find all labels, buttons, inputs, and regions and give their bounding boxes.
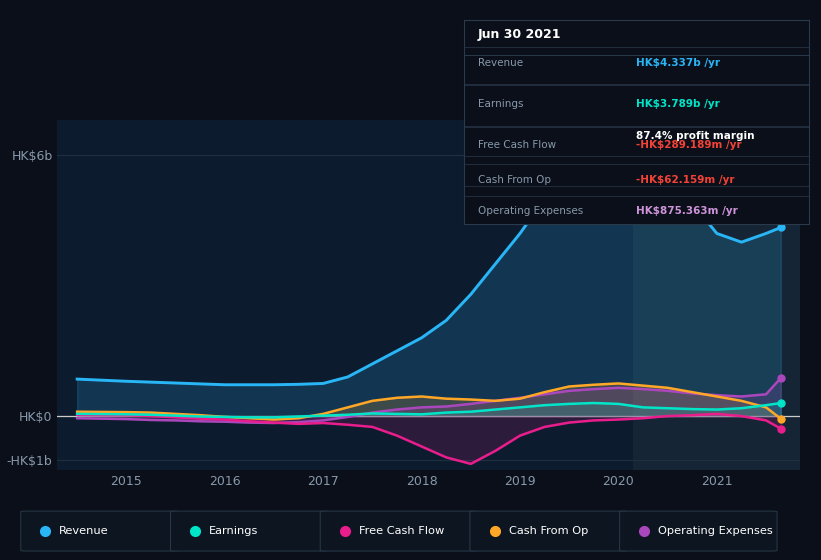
Text: Operating Expenses: Operating Expenses <box>658 526 773 535</box>
Text: 87.4% profit margin: 87.4% profit margin <box>636 131 754 141</box>
Text: Free Cash Flow: Free Cash Flow <box>478 141 556 150</box>
FancyBboxPatch shape <box>21 511 178 551</box>
Text: Cash From Op: Cash From Op <box>508 526 588 535</box>
Text: Earnings: Earnings <box>209 526 259 535</box>
Text: HK$875.363m /yr: HK$875.363m /yr <box>636 206 738 216</box>
FancyBboxPatch shape <box>470 511 627 551</box>
FancyBboxPatch shape <box>171 511 328 551</box>
Text: Revenue: Revenue <box>59 526 109 535</box>
FancyBboxPatch shape <box>320 511 478 551</box>
Text: HK$3.789b /yr: HK$3.789b /yr <box>636 100 720 109</box>
Text: Revenue: Revenue <box>478 58 523 68</box>
Text: Jun 30 2021: Jun 30 2021 <box>478 29 562 41</box>
Text: Operating Expenses: Operating Expenses <box>478 206 583 216</box>
Text: Earnings: Earnings <box>478 100 523 109</box>
Text: HK$4.337b /yr: HK$4.337b /yr <box>636 58 720 68</box>
FancyBboxPatch shape <box>620 511 777 551</box>
Text: Cash From Op: Cash From Op <box>478 175 551 185</box>
Bar <box>633 120 800 470</box>
Text: -HK$62.159m /yr: -HK$62.159m /yr <box>636 175 735 185</box>
Text: Free Cash Flow: Free Cash Flow <box>359 526 444 535</box>
Text: -HK$289.189m /yr: -HK$289.189m /yr <box>636 141 742 150</box>
